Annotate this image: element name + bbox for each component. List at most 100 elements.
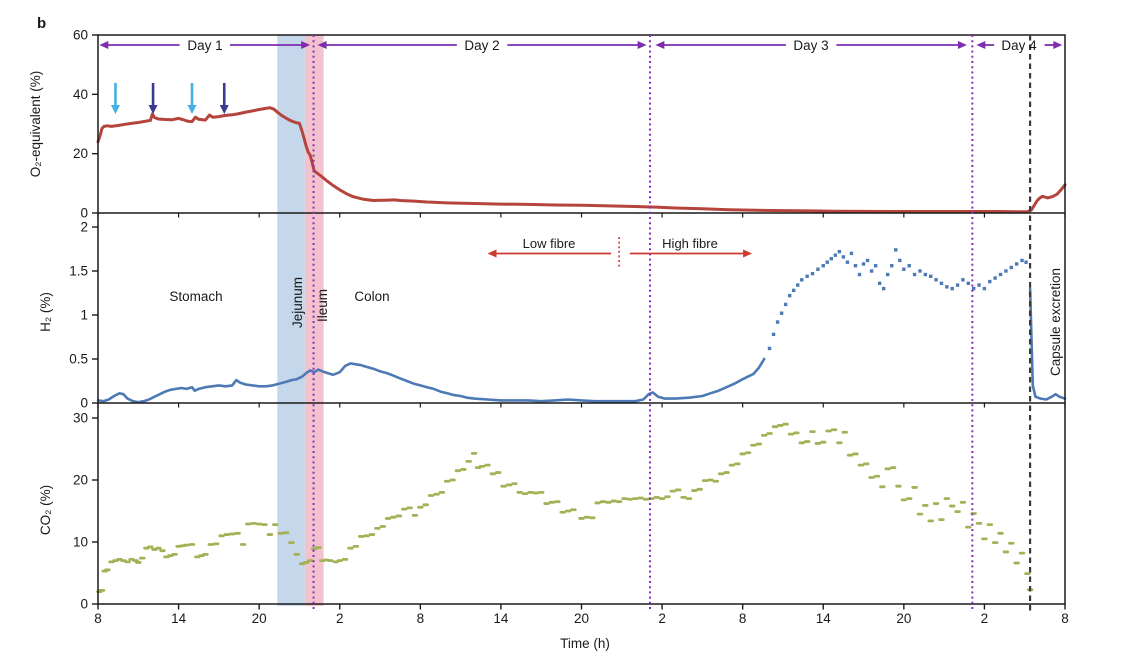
- co2-point: [755, 442, 762, 446]
- co2-point: [621, 497, 628, 500]
- co2-point: [554, 500, 561, 504]
- co2-point: [895, 484, 902, 488]
- h2-scatter-point: [829, 256, 834, 261]
- x-tick-label: 2: [658, 611, 666, 626]
- y-tick-label: 20: [73, 146, 88, 161]
- co2-point: [104, 568, 111, 572]
- co2-point: [771, 425, 779, 429]
- h2-scatter-point: [894, 248, 898, 252]
- co2-point: [664, 495, 671, 499]
- co2-point: [760, 433, 768, 437]
- x-tick-label: 8: [1061, 611, 1069, 626]
- co2-point: [124, 560, 131, 564]
- h2-scatter-point: [1020, 258, 1024, 263]
- co2-point: [307, 559, 314, 562]
- co2-point: [841, 430, 848, 434]
- co2-point: [927, 519, 934, 523]
- x-tick-label: 20: [574, 611, 589, 626]
- co2-point: [696, 487, 703, 491]
- y-tick-label: 0: [80, 206, 88, 221]
- h2-scatter-point: [792, 288, 796, 293]
- co2-point: [266, 533, 274, 536]
- y-tick-label: 10: [73, 535, 88, 550]
- h2-scatter-point: [771, 332, 776, 337]
- h2-trace-tail: [1028, 287, 1067, 401]
- h2-scatter-point: [849, 251, 854, 256]
- x-tick-label: 2: [981, 611, 989, 626]
- co2-point: [632, 497, 639, 500]
- high-fibre-arrowhead: [743, 249, 753, 258]
- co2-point: [986, 523, 993, 527]
- co2-point: [906, 497, 913, 500]
- x-tick-label: 8: [739, 611, 747, 626]
- co2-point: [223, 533, 231, 536]
- y-tick-label: 1.5: [69, 264, 88, 279]
- co2-point: [135, 561, 142, 564]
- co2-point: [734, 462, 741, 466]
- co2-point: [717, 472, 725, 476]
- co2-point: [707, 478, 714, 482]
- h2-scatter-point: [939, 281, 944, 286]
- h2-scatter-point: [977, 283, 981, 287]
- co2-point: [728, 463, 736, 467]
- h2-scatter-point: [833, 253, 838, 257]
- co2-point: [293, 553, 300, 556]
- co2-point: [943, 497, 951, 500]
- h2-scatter-point: [821, 264, 825, 268]
- h2-scatter-point: [934, 278, 938, 282]
- co2-point: [315, 546, 322, 549]
- h2-scatter-point: [865, 258, 870, 263]
- co2-point: [234, 531, 241, 535]
- co2-point: [454, 469, 462, 473]
- h2-scatter-point: [993, 276, 997, 280]
- h2-scatter-point: [800, 278, 804, 282]
- co2-point: [438, 491, 446, 494]
- h2-scatter-point: [853, 264, 858, 268]
- co2-point: [363, 534, 370, 538]
- day-arrowhead-right: [1053, 41, 1063, 49]
- h2-scatter-point: [886, 272, 890, 277]
- co2-point: [615, 500, 623, 504]
- h2-scatter-point: [877, 281, 882, 286]
- co2-point: [327, 559, 334, 562]
- colon-label: Colon: [354, 289, 389, 304]
- co2-point: [852, 452, 859, 456]
- co2-point: [147, 545, 154, 549]
- co2-point: [570, 508, 577, 512]
- co2-point: [395, 514, 403, 518]
- day1-label: Day 1: [187, 38, 222, 53]
- co2-point: [368, 533, 376, 536]
- day-arrowhead-left: [317, 41, 327, 49]
- co2-point: [857, 463, 865, 467]
- h2-scatter-point: [869, 269, 874, 273]
- co2-point: [658, 497, 666, 500]
- co2-point: [723, 471, 730, 474]
- co2-point: [1002, 550, 1010, 554]
- co2-point: [559, 510, 566, 514]
- h2-scatter-point: [1004, 269, 1008, 273]
- co2-point: [691, 489, 698, 492]
- co2-point: [255, 522, 263, 526]
- co2-point: [188, 543, 196, 546]
- h2-scatter-point: [767, 346, 772, 351]
- co2-point: [489, 472, 497, 476]
- co2-point: [543, 502, 550, 505]
- co2-point: [782, 422, 789, 426]
- meal-arrow-head: [110, 105, 120, 114]
- x-tick-label: 14: [816, 611, 832, 626]
- co2-point: [171, 553, 178, 556]
- co2-point: [959, 500, 967, 504]
- h2-scatter-point: [902, 267, 906, 271]
- co2-point: [766, 432, 773, 435]
- h2-scatter-point: [998, 272, 1003, 277]
- co2-point: [261, 523, 268, 527]
- co2-point: [685, 497, 693, 500]
- co2-point: [564, 509, 572, 513]
- co2-point: [948, 504, 956, 508]
- y-tick-label: 40: [73, 87, 88, 102]
- h2-scatter-point: [955, 283, 960, 287]
- co2-point: [212, 542, 220, 546]
- co2-point: [352, 544, 360, 548]
- h2-scatter-point: [988, 279, 992, 284]
- h2-scatter-point: [787, 293, 792, 298]
